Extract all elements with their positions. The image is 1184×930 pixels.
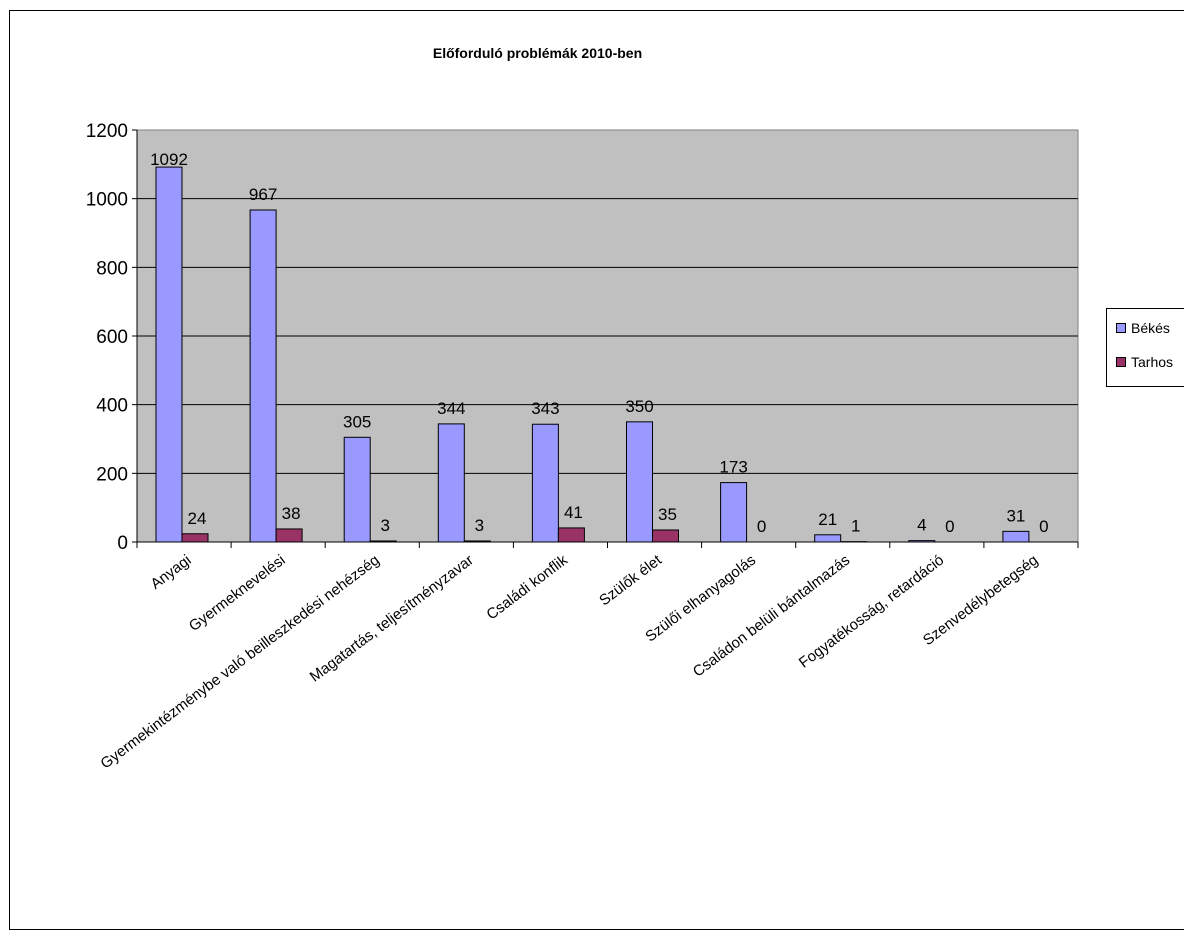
bar-bekes [815,535,841,542]
x-tick-label: Családi konflik [483,551,571,623]
bar-tarhos [653,530,679,542]
legend-label-bekes: Békés [1131,320,1170,336]
data-label: 350 [625,397,653,416]
bar-bekes [909,541,935,542]
data-label: 1092 [150,150,188,169]
legend-swatch-tarhos [1116,357,1126,367]
x-tick-label: Szülők élet [596,551,665,609]
data-label: 41 [564,503,583,522]
x-tick-label: Családon belüli bántalmazás [690,552,853,681]
data-label: 0 [945,517,954,536]
bar-tarhos [182,534,208,542]
data-label: 1 [851,517,860,536]
y-tick-label: 200 [96,464,128,485]
bar-bekes [438,424,464,542]
bar-tarhos [558,528,584,542]
bar-chart: 020040060080010001200109224Anyagi96738Gy… [10,11,1184,924]
legend-item-tarhos: Tarhos [1116,354,1173,370]
data-label: 31 [1006,506,1025,525]
data-label: 173 [719,458,747,477]
x-tick-label: Magatartás, teljesítményzavar [307,552,477,686]
data-label: 38 [282,504,301,523]
data-label: 35 [658,505,677,524]
data-label: 343 [531,399,559,418]
bar-tarhos [464,541,490,542]
legend-label-tarhos: Tarhos [1131,354,1173,370]
y-tick-label: 600 [96,327,128,348]
legend-item-bekes: Békés [1116,320,1170,336]
data-label: 4 [917,516,926,535]
data-label: 967 [249,185,277,204]
legend: Békés Tarhos [1106,308,1184,387]
x-tick-label: Anyagi [148,552,195,593]
bar-tarhos [370,541,396,542]
bar-bekes [156,167,182,542]
bar-bekes [1003,531,1029,542]
data-label: 3 [380,516,389,535]
data-label: 24 [188,509,207,528]
bar-bekes [250,210,276,542]
data-label: 305 [343,412,371,431]
y-tick-label: 1000 [86,190,128,211]
bar-bekes [532,424,558,542]
data-label: 21 [818,510,837,529]
bar-bekes [627,422,653,542]
y-tick-label: 0 [117,533,128,554]
data-label: 0 [757,517,766,536]
y-tick-label: 800 [96,258,128,279]
y-tick-label: 400 [96,396,128,417]
x-tick-label: Gyermeknevelési [186,552,289,635]
bar-tarhos [276,529,302,542]
y-tick-label: 1200 [86,121,128,142]
data-label: 3 [475,516,484,535]
bar-bekes [344,437,370,542]
bar-bekes [721,483,747,542]
data-label: 0 [1039,517,1048,536]
legend-swatch-bekes [1116,323,1126,333]
data-label: 344 [437,399,465,418]
